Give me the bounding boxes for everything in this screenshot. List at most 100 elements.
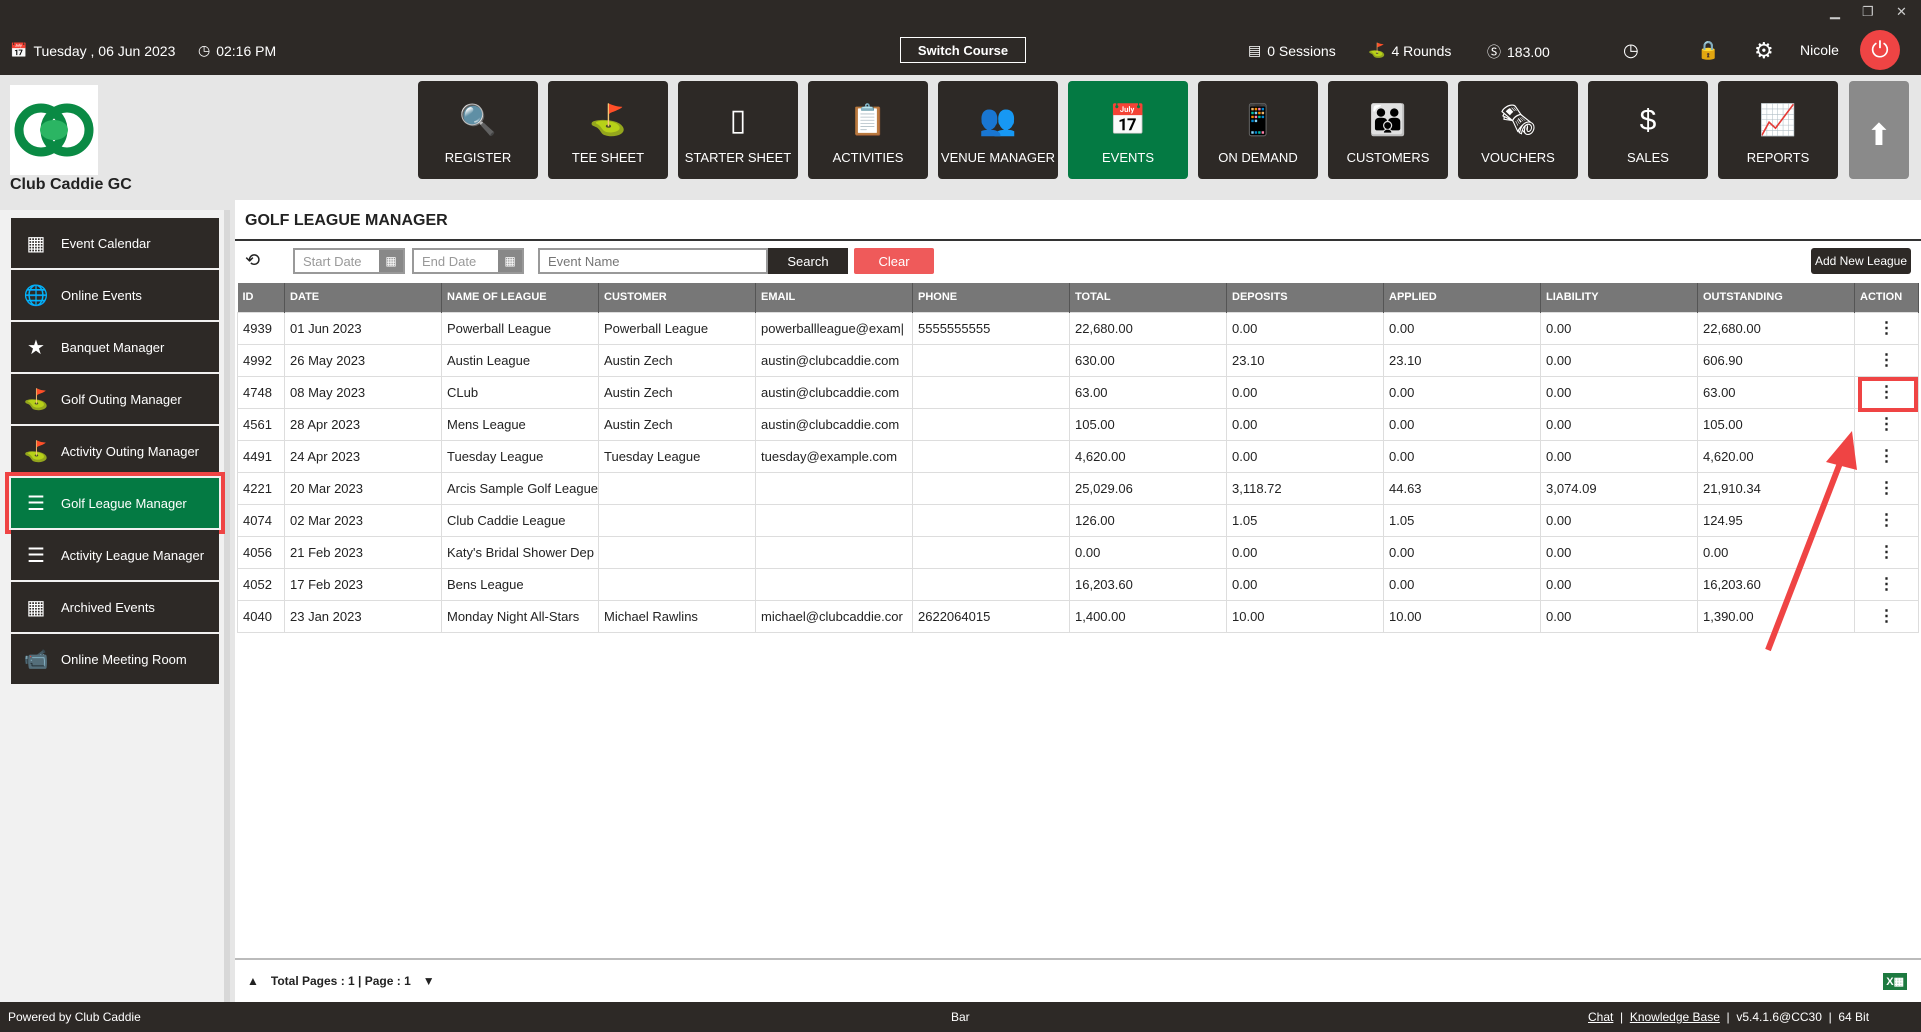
column-header[interactable]: ID: [237, 283, 285, 312]
sessions[interactable]: ▤ 0 Sessions: [1248, 42, 1336, 59]
sidebar-item-banquet-manager[interactable]: ★ Banquet Manager: [11, 322, 219, 372]
sidebar-item-event-calendar[interactable]: ▦ Event Calendar: [11, 218, 219, 268]
column-header[interactable]: TOTAL: [1069, 283, 1227, 312]
column-header[interactable]: NAME OF LEAGUE: [441, 283, 599, 312]
row-actions-menu-icon[interactable]: ⋮: [1854, 599, 1919, 633]
cell-date: 23 Jan 2023: [284, 599, 442, 633]
cell-id: 4992: [237, 343, 285, 377]
table-row[interactable]: 4561 28 Apr 2023 Mens League Austin Zech aus…: [237, 407, 1919, 441]
balance[interactable]: Ⓢ 183.00: [1487, 42, 1550, 62]
row-actions-menu-icon[interactable]: ⋮: [1854, 311, 1919, 345]
time-display: ◷ 02:16 PM: [198, 42, 276, 59]
excel-export-icon[interactable]: X▦: [1883, 972, 1907, 990]
column-header[interactable]: PHONE: [912, 283, 1070, 312]
minimize-icon[interactable]: ▁: [1830, 4, 1840, 19]
highlight-box: [1858, 377, 1918, 412]
table-row[interactable]: 4221 20 Mar 2023 Arcis Sample Golf League 2…: [237, 471, 1919, 505]
table-row[interactable]: 4040 23 Jan 2023 Monday Night All-Stars Mic…: [237, 599, 1919, 633]
sidebar-item-online-events[interactable]: 🌐 Online Events: [11, 270, 219, 320]
sidebar-icon: 📹: [23, 648, 49, 671]
nav-vouchers[interactable]: 🗞 VOUCHERS: [1458, 81, 1578, 179]
nav-on-demand[interactable]: 📱 ON DEMAND: [1198, 81, 1318, 179]
table-row[interactable]: 4056 21 Feb 2023 Katy's Bridal Shower Dep 0…: [237, 535, 1919, 569]
row-actions-menu-icon[interactable]: ⋮: [1854, 567, 1919, 601]
table-row[interactable]: 4052 17 Feb 2023 Bens League 16,203.60 0.00 0…: [237, 567, 1919, 601]
club-logo: [10, 85, 98, 175]
refresh-icon[interactable]: ⟲: [245, 250, 261, 270]
sidebar-item-golf-league-manager[interactable]: ☰ Golf League Manager: [5, 472, 225, 534]
cell-name-of-league: Arcis Sample Golf League: [441, 471, 599, 505]
knowledge-base-link[interactable]: Knowledge Base: [1629, 1010, 1720, 1024]
league-table: ID DATE NAME OF LEAGUE CUSTOMER EMAIL PHONE TO…: [237, 283, 1919, 633]
cell-date: 02 Mar 2023: [284, 503, 442, 537]
end-date-field[interactable]: End Date ▦: [412, 248, 524, 274]
club-name: Club Caddie GC: [10, 176, 132, 193]
power-button[interactable]: ⏻: [1860, 30, 1900, 70]
switch-course-button[interactable]: Switch Course: [900, 37, 1026, 63]
sidebar-item-golf-outing-manager[interactable]: ⛳ Golf Outing Manager: [11, 374, 219, 424]
table-row[interactable]: 4939 01 Jun 2023 Powerball League Powerball…: [237, 311, 1919, 345]
row-actions-menu-icon[interactable]: ⋮: [1854, 375, 1919, 409]
nav-label: TEE SHEET: [571, 150, 645, 165]
close-icon[interactable]: ✕: [1896, 4, 1907, 19]
page-down-icon[interactable]: ▼: [422, 974, 435, 988]
starter-sheet-icon: ▯: [729, 104, 747, 137]
table-row[interactable]: 4074 02 Mar 2023 Club Caddie League 126.00 1…: [237, 503, 1919, 537]
nav-tee-sheet[interactable]: ⛳ TEE SHEET: [548, 81, 668, 179]
gear-icon[interactable]: ⚙: [1754, 38, 1774, 63]
column-header[interactable]: DATE: [284, 283, 442, 312]
column-header[interactable]: DEPOSITS: [1226, 283, 1384, 312]
chat-link[interactable]: Chat: [1588, 1010, 1614, 1024]
cell-id: 4056: [237, 535, 285, 569]
sidebar-item-label: Activity League Manager: [61, 547, 205, 563]
add-new-league-button[interactable]: Add New League: [1811, 248, 1911, 274]
lock-icon[interactable]: 🔒: [1697, 40, 1720, 60]
sidebar-item-activity-league-manager[interactable]: ☰ Activity League Manager: [11, 530, 219, 580]
vouchers-icon: 🗞: [1498, 104, 1538, 137]
clear-button[interactable]: Clear: [854, 248, 934, 274]
table-row[interactable]: 4992 26 May 2023 Austin League Austin Zech a…: [237, 343, 1919, 377]
table-row[interactable]: 4491 24 Apr 2023 Tuesday League Tuesday Lea…: [237, 439, 1919, 473]
sidebar-icon: ⛳: [23, 388, 49, 411]
table-row[interactable]: 4748 08 May 2023 CLub Austin Zech austin@clu…: [237, 375, 1919, 409]
nav-venue-manager[interactable]: 👥 VENUE MANAGER: [938, 81, 1058, 179]
nav-sales[interactable]: $ SALES: [1588, 81, 1708, 179]
calendar-icon[interactable]: ▦: [379, 250, 403, 272]
rounds[interactable]: ⛳ 4 Rounds: [1368, 42, 1451, 59]
row-actions-menu-icon[interactable]: ⋮: [1854, 471, 1919, 505]
row-actions-menu-icon[interactable]: ⋮: [1854, 343, 1919, 377]
sidebar-item-activity-outing-manager[interactable]: ⛳ Activity Outing Manager: [11, 426, 219, 476]
nav-events[interactable]: 📅 EVENTS: [1068, 81, 1188, 179]
nav-register[interactable]: 🔍 REGISTER: [418, 81, 538, 179]
sidebar-item-archived-events[interactable]: ▦ Archived Events: [11, 582, 219, 632]
row-actions-menu-icon[interactable]: ⋮: [1854, 535, 1919, 569]
column-header[interactable]: LIABILITY: [1540, 283, 1698, 312]
column-header[interactable]: EMAIL: [755, 283, 913, 312]
user-name[interactable]: Nicole: [1800, 42, 1839, 58]
calendar-icon[interactable]: ▦: [498, 250, 522, 272]
row-actions-menu-icon[interactable]: ⋮: [1854, 503, 1919, 537]
nav-customers[interactable]: 👪 CUSTOMERS: [1328, 81, 1448, 179]
reports-icon: 📈: [1759, 104, 1797, 137]
clock-icon[interactable]: ◷: [1623, 40, 1639, 60]
cell-phone: [912, 343, 1070, 377]
nav-starter-sheet[interactable]: ▯ STARTER SHEET: [678, 81, 798, 179]
start-date-field[interactable]: Start Date ▦: [293, 248, 405, 274]
sidebar-item-online-meeting-room[interactable]: 📹 Online Meeting Room: [11, 634, 219, 684]
nav-reports[interactable]: 📈 REPORTS: [1718, 81, 1838, 179]
nav-label: EVENTS: [1101, 150, 1154, 165]
tee-sheet-icon: ⛳: [589, 104, 627, 137]
column-header[interactable]: APPLIED: [1383, 283, 1541, 312]
filter-toolbar: ⟲ Start Date ▦ End Date ▦ Search Clear Add…: [235, 248, 1921, 274]
event-name-input[interactable]: [538, 248, 768, 274]
column-header[interactable]: OUTSTANDING: [1697, 283, 1855, 312]
restore-icon[interactable]: ❐: [1862, 4, 1874, 19]
cell-id: 4040: [237, 599, 285, 633]
column-header[interactable]: CUSTOMER: [598, 283, 756, 312]
nav-activities[interactable]: 📋 ACTIVITIES: [808, 81, 928, 179]
search-button[interactable]: Search: [768, 248, 848, 274]
collapse-nav-button[interactable]: ⬆: [1849, 81, 1909, 179]
column-header[interactable]: ACTION: [1854, 283, 1919, 312]
venue-manager-icon: 👥: [979, 104, 1017, 137]
page-up-icon[interactable]: ▲: [247, 974, 259, 988]
